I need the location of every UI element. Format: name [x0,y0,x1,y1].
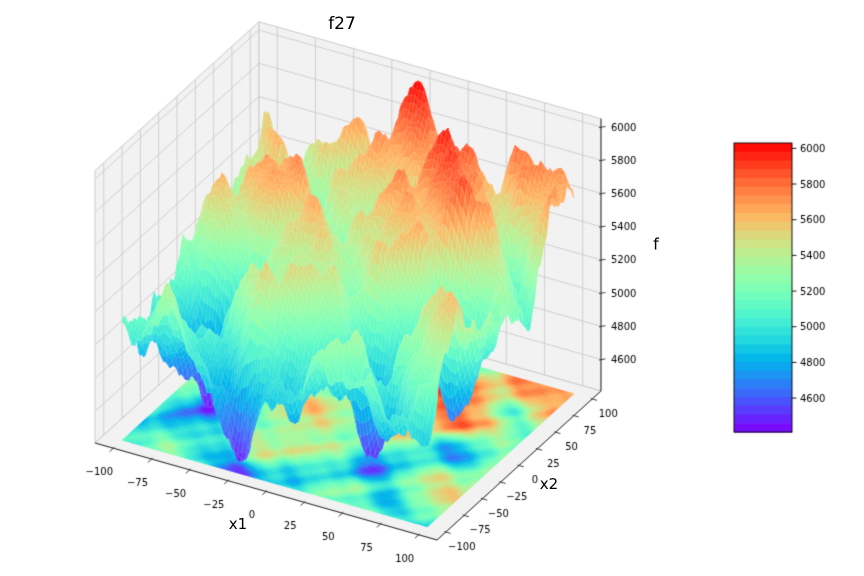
surface-plot-canvas [0,0,864,576]
figure-3d-surface-plot: f27 x1 x2 f [0,0,864,576]
